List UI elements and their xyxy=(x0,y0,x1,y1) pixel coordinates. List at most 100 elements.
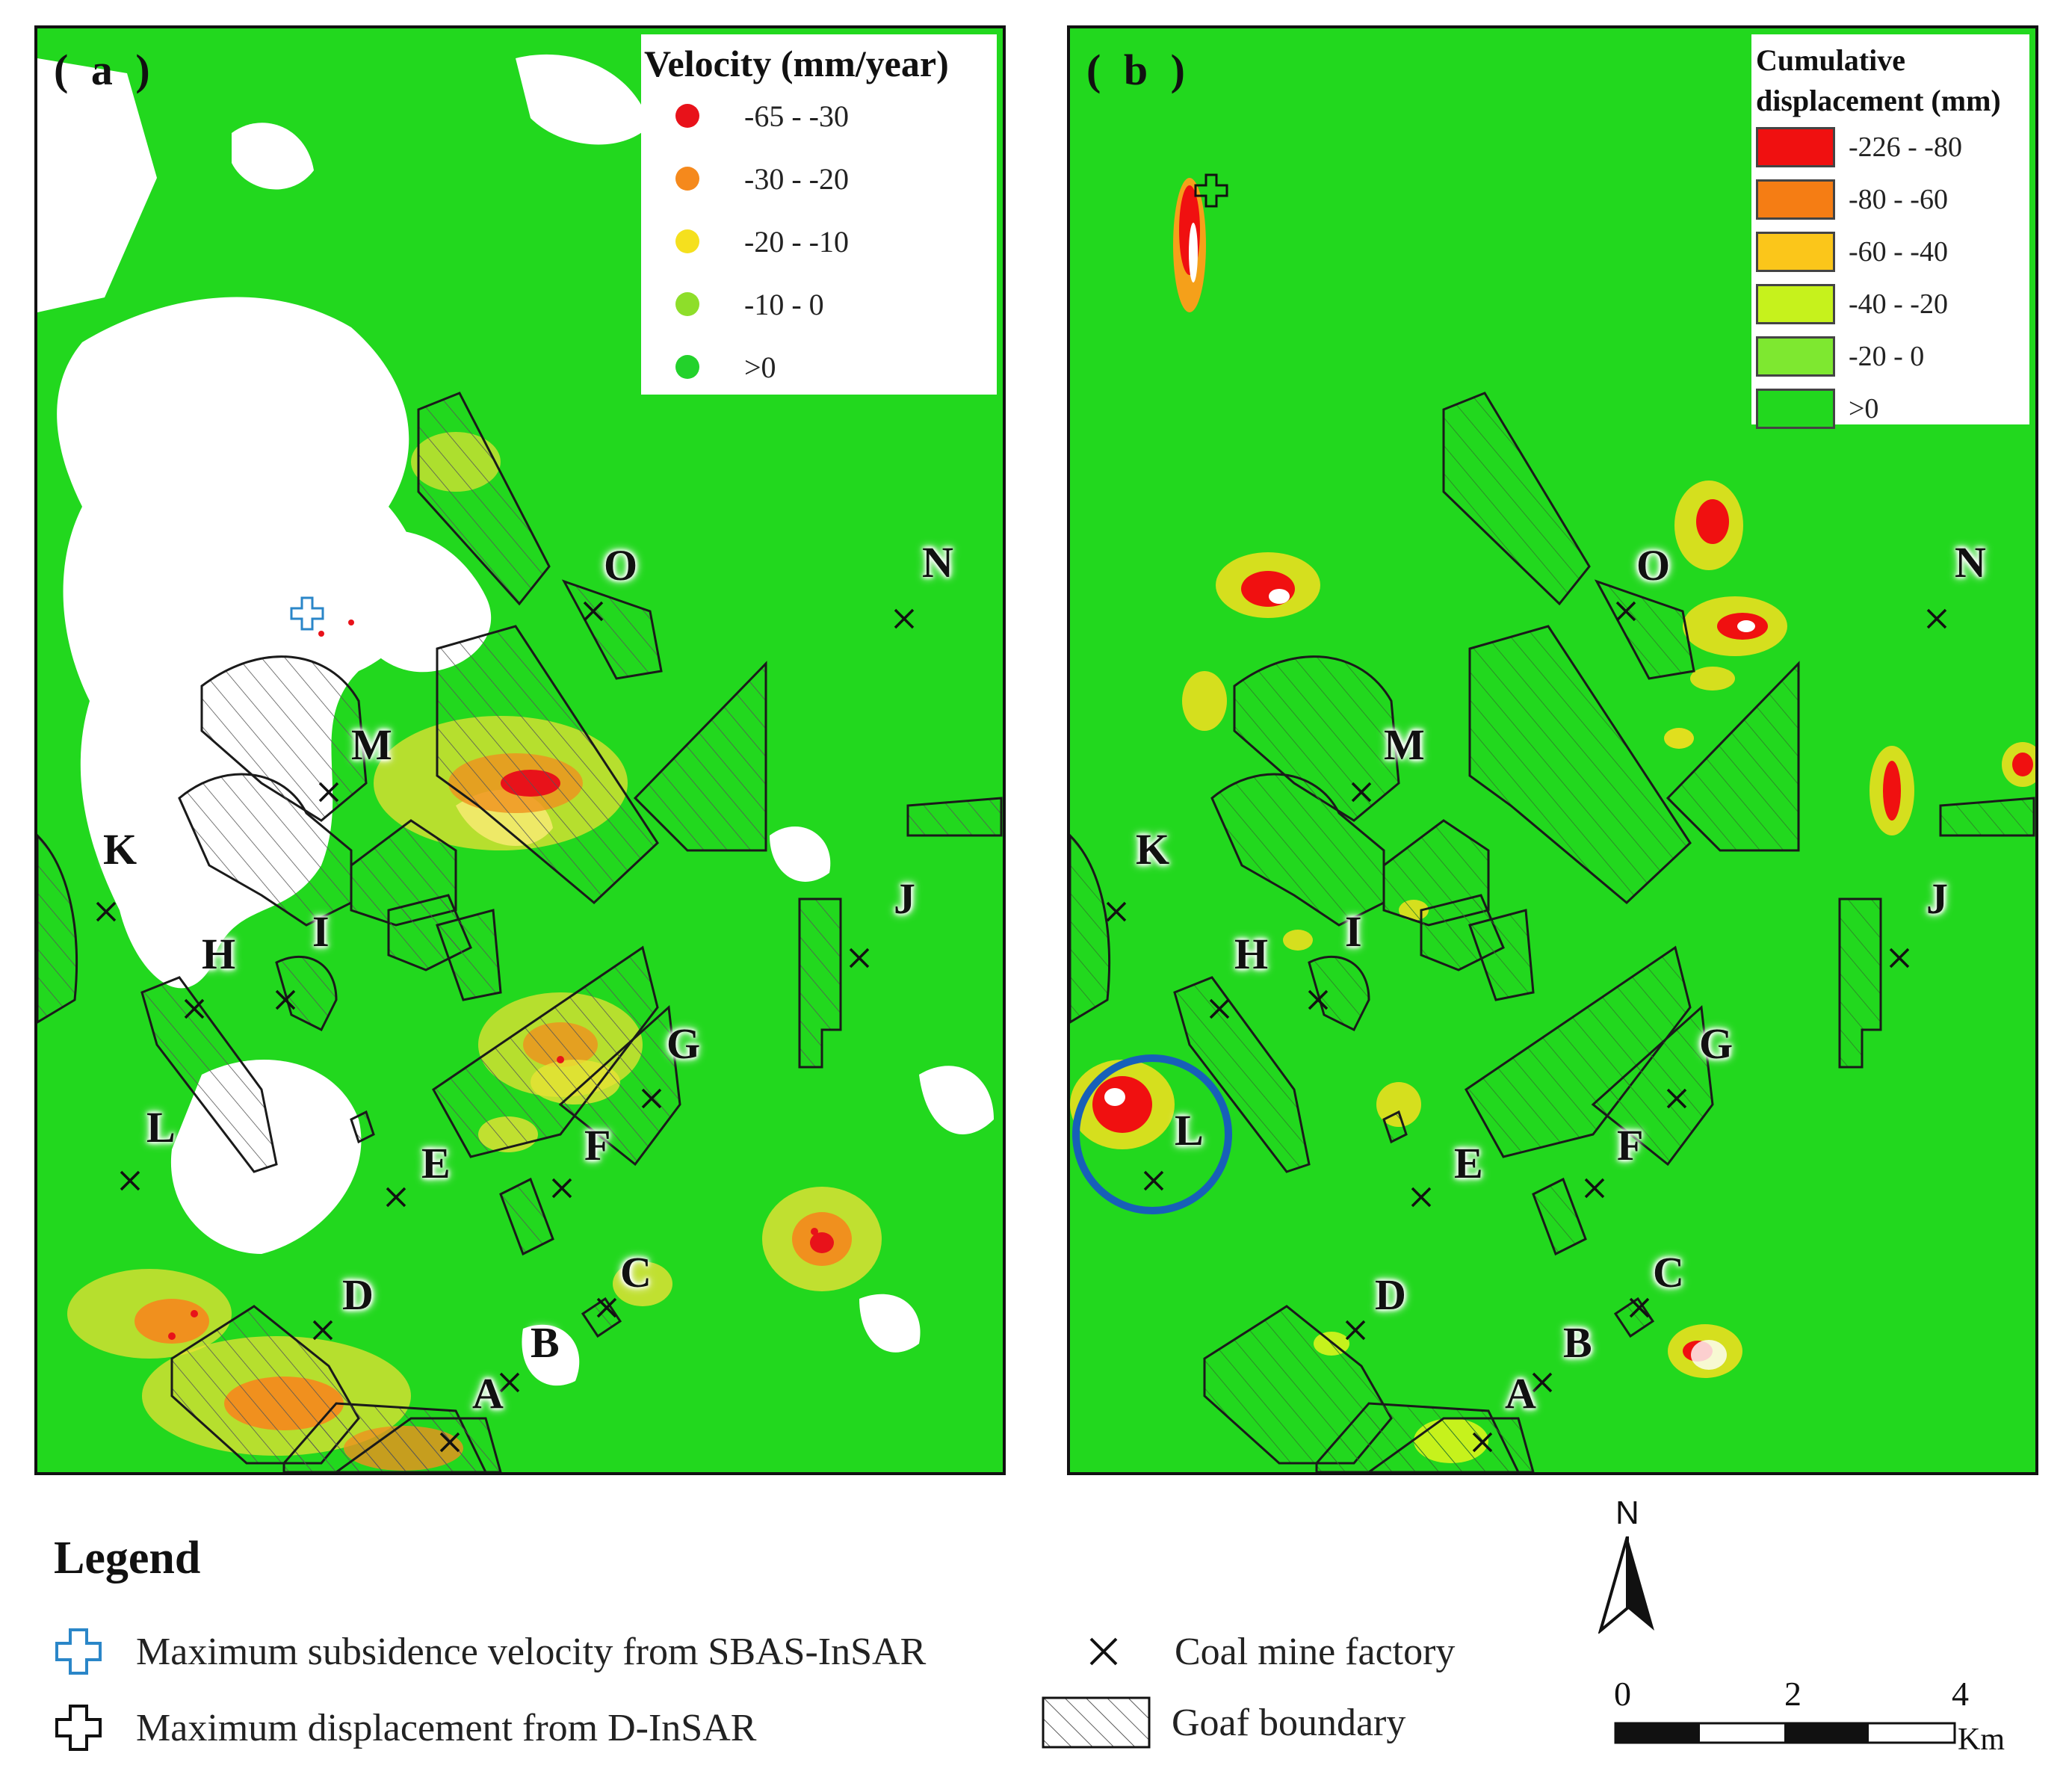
velocity-class-dot xyxy=(675,229,699,253)
site-label-e: E xyxy=(1454,1139,1483,1187)
legend-item-goaf: Goaf boundary xyxy=(1042,1696,1405,1749)
sbas-max-velocity-marker xyxy=(290,596,324,631)
velocity-class-label: -10 - 0 xyxy=(744,287,824,321)
site-label-o: O xyxy=(604,541,638,590)
site-label-b: B xyxy=(531,1318,560,1367)
site-label-d: D xyxy=(1375,1270,1406,1319)
velocity-legend-title: Velocity (mm/year) xyxy=(644,43,949,84)
scale-bar-graphic xyxy=(1614,1722,1956,1744)
legend-item-factory: Coal mine factory xyxy=(1085,1622,1455,1681)
site-label-f: F xyxy=(1617,1121,1644,1170)
site-label-j: J xyxy=(1926,874,1948,923)
site-label-o: O xyxy=(1636,541,1671,590)
displacement-class-label: -60 - -40 xyxy=(1849,236,1948,268)
site-label-m: M xyxy=(1384,720,1425,769)
north-arrow-icon xyxy=(1598,1536,1654,1634)
displacement-legend-title-2: displacement (mm) xyxy=(1756,84,2001,117)
velocity-legend-item: -30 - -20 xyxy=(644,147,991,210)
site-label-m: M xyxy=(351,720,392,769)
velocity-class-label: >0 xyxy=(744,350,776,384)
scale-tick-0: 0 xyxy=(1614,1675,1631,1713)
site-label-c: C xyxy=(1653,1248,1684,1297)
panel-label-a: ( a ) xyxy=(54,46,156,94)
displacement-legend-item: -80 - -60 xyxy=(1756,173,2025,226)
velocity-class-dot xyxy=(675,355,699,379)
displacement-class-swatch xyxy=(1756,336,1835,377)
displacement-class-swatch xyxy=(1756,284,1835,324)
displacement-class-label: -226 - -80 xyxy=(1849,132,1962,163)
coal-mine-factories xyxy=(1106,601,1947,1453)
displacement-legend: Cumulative displacement (mm) -226 - -80 … xyxy=(1751,34,2029,429)
site-label-a: A xyxy=(1505,1369,1536,1418)
displacement-legend-item: -20 - 0 xyxy=(1756,330,2025,383)
site-label-n: N xyxy=(922,538,953,587)
black-cross-icon xyxy=(54,1698,121,1758)
displacement-class-label: >0 xyxy=(1849,393,1879,424)
site-label-k: K xyxy=(1136,825,1170,874)
goaf-boundaries xyxy=(37,392,1003,1472)
site-label-l: L xyxy=(1175,1106,1204,1155)
scale-bar: 0 2 4 Km xyxy=(1599,1674,2005,1764)
legend-factory-label: Coal mine factory xyxy=(1175,1630,1456,1673)
dinsar-max-displacement-marker xyxy=(1194,173,1228,208)
velocity-class-dot xyxy=(675,104,699,128)
velocity-class-dot xyxy=(675,292,699,316)
blue-cross-icon xyxy=(54,1622,121,1681)
site-label-h: H xyxy=(202,930,236,978)
displacement-legend-item: -226 - -80 xyxy=(1756,121,2025,173)
displacement-legend-item: -40 - -20 xyxy=(1756,278,2025,330)
site-label-k: K xyxy=(103,825,137,874)
scale-tick-4: 4 xyxy=(1952,1675,1969,1713)
velocity-legend-item: >0 xyxy=(644,336,991,398)
site-label-i: I xyxy=(1345,907,1362,956)
velocity-class-label: -20 - -10 xyxy=(744,224,849,259)
site-label-a: A xyxy=(472,1369,504,1418)
site-label-j: J xyxy=(894,874,915,923)
site-label-b: B xyxy=(1563,1318,1592,1367)
legend-sbas-label: Maximum subsidence velocity from SBAS-In… xyxy=(136,1630,927,1673)
displacement-class-swatch xyxy=(1756,232,1835,272)
site-label-l: L xyxy=(146,1103,176,1152)
velocity-legend-item: -20 - -10 xyxy=(644,210,991,273)
velocity-legend: Velocity (mm/year) -65 - -30 -30 - -20 -… xyxy=(641,34,997,395)
site-label-e: E xyxy=(421,1139,451,1187)
site-label-g: G xyxy=(1699,1019,1734,1068)
velocity-class-dot xyxy=(675,167,699,191)
displacement-class-label: -80 - -60 xyxy=(1849,184,1948,215)
displacement-legend-item: -60 - -40 xyxy=(1756,226,2025,278)
map-a-canvas xyxy=(37,54,1003,1472)
scale-unit: Km xyxy=(1958,1723,2005,1757)
hatched-box-icon xyxy=(1042,1696,1151,1749)
site-label-i: I xyxy=(312,907,330,956)
panel-label-b: ( b ) xyxy=(1086,46,1191,94)
legend-dinsar-label: Maximum displacement from D-InSAR xyxy=(136,1706,757,1749)
north-label: N xyxy=(1615,1495,1639,1531)
site-label-f: F xyxy=(584,1121,611,1170)
main-legend: Legend Maximum subsidence velocity from … xyxy=(54,1532,1548,1779)
displacement-legend-item: >0 xyxy=(1756,383,2025,435)
site-label-d: D xyxy=(342,1270,374,1319)
scale-tick-2: 2 xyxy=(1784,1675,1802,1713)
site-label-c: C xyxy=(620,1248,652,1297)
displacement-legend-title-1: Cumulative xyxy=(1756,43,1905,77)
velocity-class-label: -65 - -30 xyxy=(744,99,849,133)
velocity-legend-item: -10 - 0 xyxy=(644,273,991,336)
main-legend-title: Legend xyxy=(54,1533,201,1584)
displacement-class-label: -20 - 0 xyxy=(1849,341,1925,372)
displacement-class-label: -40 - -20 xyxy=(1849,288,1948,320)
highlight-circle-l xyxy=(1072,1054,1232,1214)
site-label-h: H xyxy=(1234,930,1269,978)
map-panel-b: ( b ) O N M K J I H G L F E C D B A Cumu… xyxy=(1067,25,2038,1475)
site-label-n: N xyxy=(1955,538,1986,587)
north-arrow: N xyxy=(1590,1495,1665,1637)
site-label-g: G xyxy=(667,1019,701,1068)
displacement-class-swatch xyxy=(1756,127,1835,167)
legend-goaf-label: Goaf boundary xyxy=(1172,1701,1406,1744)
legend-item-sbas: Maximum subsidence velocity from SBAS-In… xyxy=(54,1622,926,1681)
map-panel-a: ( a ) O N M K J I H G L F E C D B A Velo… xyxy=(34,25,1006,1475)
goaf-boundaries xyxy=(1070,392,2035,1472)
coal-mine-factories xyxy=(96,601,915,1453)
displacement-class-swatch xyxy=(1756,389,1835,429)
velocity-class-label: -30 - -20 xyxy=(744,161,849,196)
legend-item-dinsar: Maximum displacement from D-InSAR xyxy=(54,1698,756,1758)
